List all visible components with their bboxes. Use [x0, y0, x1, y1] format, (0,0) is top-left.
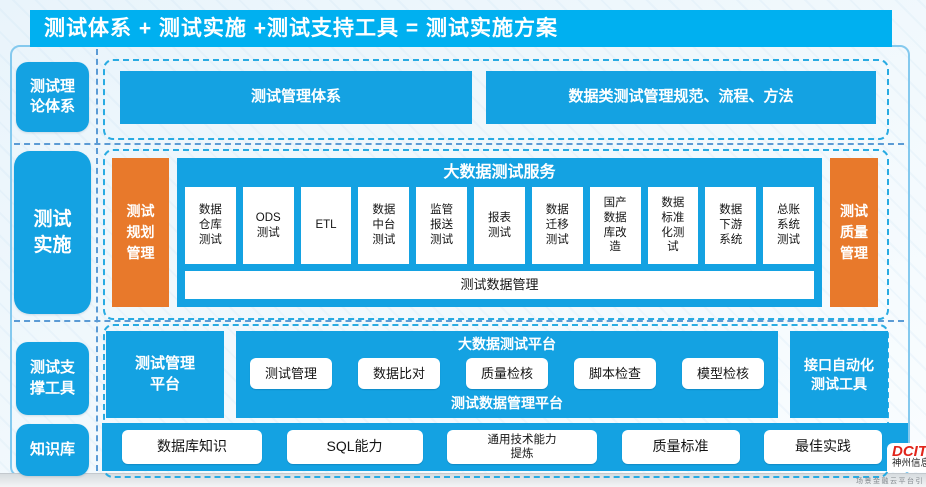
test-data-management-platform-title: 测试数据管理平台 — [451, 395, 563, 411]
service-box-data-migration: 数据 迁移 测试 — [531, 187, 583, 264]
service-box-ods: ODS 测试 — [242, 187, 294, 264]
section-divider-2 — [14, 320, 904, 322]
service-box-etl: ETL — [300, 187, 352, 264]
test-quality-management-box: 测试 质量 管理 — [830, 158, 878, 307]
page-title: 测试体系 + 测试实施 +测试支持工具 = 测试实施方案 — [30, 10, 892, 47]
sidebar-item-test-implementation: 测试 实施 — [14, 151, 91, 314]
sidebar-item-test-theory: 测试理 论体系 — [16, 62, 89, 132]
bigdata-test-platform-panel: 大数据测试平台 测试管理 数据比对 质量检核 脚本检查 模型检核 测试数据管理平… — [236, 331, 778, 418]
sidebar-item-knowledge-base: 知识库 — [16, 424, 89, 476]
service-box-data-middle-platform: 数据 中台 测试 — [358, 187, 410, 264]
theory-box-management-system: 测试管理体系 — [120, 71, 472, 124]
service-box-data-warehouse: 数据 仓库 测试 — [185, 187, 236, 264]
knowledge-pill-best-practice: 最佳实践 — [764, 430, 882, 464]
dcits-logo: DCITS 神州信息 — [887, 443, 926, 472]
bigdata-test-service-title: 大数据测试服务 — [443, 164, 556, 181]
service-box-row: 数据 仓库 测试 ODS 测试 ETL 数据 中台 测试 监管 报送 测试 报表… — [177, 187, 822, 264]
section-divider-1 — [14, 143, 904, 145]
test-planning-management-box: 测试 规划 管理 — [112, 158, 169, 307]
tool-pill-data-comparison: 数据比对 — [357, 358, 440, 389]
service-box-data-standardization: 数据 标准 化测 试 — [647, 187, 699, 264]
bigdata-test-platform-title: 大数据测试平台 — [458, 336, 556, 352]
knowledge-pill-sql: SQL能力 — [286, 430, 423, 464]
tool-pill-test-management: 测试管理 — [250, 358, 333, 389]
test-management-platform-box: 测试管理 平台 — [106, 331, 224, 418]
tool-pill-model-check: 模型检核 — [681, 358, 764, 389]
test-data-management-bar: 测试数据管理 — [185, 271, 814, 299]
sidebar-content-divider — [96, 49, 98, 471]
service-box-regulatory-reporting: 监管 报送 测试 — [416, 187, 468, 264]
dcits-logo-chinese: 神州信息 — [892, 458, 926, 469]
logo-tagline: 场景金融云平台引 — [856, 478, 924, 485]
service-box-report-testing: 报表 测试 — [474, 187, 525, 264]
platform-tool-row: 测试管理 数据比对 质量检核 脚本检查 模型检核 — [236, 358, 778, 389]
service-box-downstream-systems: 数据 下游 系统 — [705, 187, 757, 264]
api-automation-tool-box: 接口自动化 测试工具 — [790, 331, 888, 418]
knowledge-base-bar: 数据库知识 SQL能力 通用技术能力 提炼 质量标准 最佳实践 — [102, 423, 908, 471]
sidebar-item-test-support-tools: 测试支 撑工具 — [16, 342, 89, 415]
knowledge-pill-database: 数据库知识 — [122, 430, 262, 464]
tool-pill-script-check: 脚本检查 — [573, 358, 656, 389]
knowledge-pill-quality-standard: 质量标准 — [621, 430, 740, 464]
dcits-logo-brand: DCITS — [892, 443, 926, 460]
implementation-section-frame — [103, 149, 889, 320]
knowledge-pill-general-tech: 通用技术能力 提炼 — [447, 430, 597, 464]
service-box-general-ledger: 总账 系统 测试 — [763, 187, 814, 264]
bigdata-test-service-panel: 大数据测试服务 数据 仓库 测试 ODS 测试 ETL 数据 中台 测试 监管 … — [177, 158, 822, 307]
tool-pill-quality-check: 质量检核 — [465, 358, 548, 389]
service-box-domestic-db: 国产 数据 库改 造 — [589, 187, 641, 264]
theory-section-frame — [103, 59, 889, 140]
tools-section-frame — [103, 324, 889, 478]
theory-box-data-standards: 数据类测试管理规范、流程、方法 — [486, 71, 876, 124]
